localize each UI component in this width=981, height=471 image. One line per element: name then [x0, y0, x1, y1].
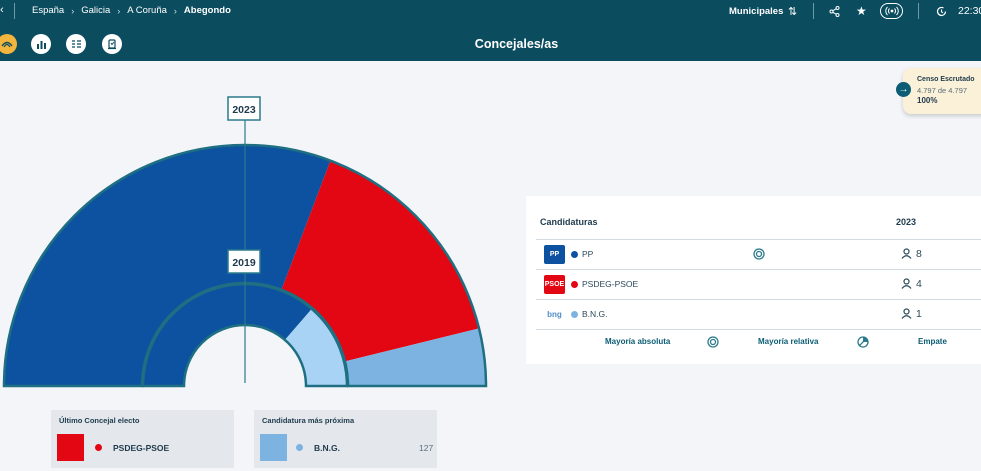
arrow-right-icon[interactable]: →: [896, 82, 911, 97]
year-header: 2023: [896, 217, 917, 227]
person-icon: [901, 308, 912, 319]
donut-outline: [141, 282, 349, 388]
map-icon[interactable]: [0, 34, 17, 54]
legend-tie: Empate: [918, 337, 947, 346]
party-name: B.N.G.: [582, 309, 608, 319]
candidates-panel: Candidaturas 2023 PP PP 8 PSOE PSDEG-PSO…: [526, 196, 981, 364]
absolute-majority-icon: [707, 336, 719, 348]
divider: [813, 3, 814, 19]
table-row[interactable]: bng B.N.G. 1: [526, 300, 981, 329]
nearest-candidate-card: Candidatura más próxima B.N.G. 127: [254, 410, 437, 468]
last-elected-card: Último Concejal electo PSDEG-PSOE: [51, 410, 234, 468]
table-row[interactable]: PSOE PSDEG-PSOE 4: [526, 270, 981, 299]
breadcrumb-region[interactable]: Galicia: [81, 5, 111, 16]
divider: [536, 329, 981, 330]
person-icon: [901, 248, 912, 259]
legend-relative-majority: Mayoría relativa: [758, 337, 819, 346]
party-logo-psoe: PSOE: [544, 275, 565, 294]
slice-b-n-g-[interactable]: [284, 308, 347, 386]
party-color-dot: [95, 444, 102, 451]
bar-chart-icon[interactable]: [31, 34, 51, 54]
party-name: PSDEG-PSOE: [582, 279, 639, 289]
top-bar: ‹ España › Galicia › A Coruña › Abegondo…: [0, 0, 981, 22]
share-icon[interactable]: [829, 0, 840, 22]
party-swatch: [57, 434, 84, 461]
breadcrumb-country[interactable]: España: [32, 5, 65, 16]
page-title: Concejales/as: [474, 37, 559, 51]
party-swatch: [260, 434, 287, 461]
refresh-clock-icon[interactable]: [936, 0, 947, 22]
breadcrumb-current: Abegondo: [183, 5, 231, 16]
party-color-dot: [571, 281, 578, 288]
seat-count: 4: [916, 278, 922, 290]
nearest-candidate-title: Candidatura más próxima: [262, 416, 355, 425]
table-row[interactable]: PP PP 8: [526, 240, 981, 269]
seat-count: 1: [916, 308, 922, 320]
inner-half-donut-2019: [141, 282, 349, 388]
nearest-candidate-party: B.N.G.: [314, 443, 340, 453]
relative-majority-icon: [857, 336, 869, 348]
year-box-2019: [227, 249, 261, 274]
breadcrumb-province[interactable]: A Coruña: [127, 5, 167, 16]
slice-b-n-g-[interactable]: [345, 328, 486, 386]
divider: [14, 3, 15, 19]
divider: [536, 269, 981, 270]
census-tooltip: → Censo Escrutado 4.797 de 4.797 100%: [896, 68, 981, 114]
party-name: PP: [582, 249, 594, 259]
party-logo-text: PP: [549, 251, 560, 258]
party-logo-bng: bng: [544, 305, 565, 324]
census-detail: 4.797 de 4.797: [917, 86, 968, 95]
divider: [536, 299, 981, 300]
last-elected-title: Último Concejal electo: [59, 416, 140, 425]
election-type-label[interactable]: Municipales: [729, 5, 784, 17]
party-color-dot: [571, 251, 578, 258]
candidates-header: Candidaturas: [540, 217, 598, 227]
seats-chart: 2023 2019: [2, 96, 488, 388]
census-title: Censo Escrutado: [917, 76, 975, 83]
seat-count: 8: [916, 248, 922, 260]
slice-pp[interactable]: [143, 283, 312, 386]
absolute-majority-icon: [753, 248, 765, 260]
chevron-right-icon: ›: [117, 5, 121, 16]
year-label-2019: 2019: [232, 257, 256, 269]
live-broadcast-icon[interactable]: [880, 3, 903, 19]
person-icon: [901, 278, 912, 289]
census-percent: 100%: [917, 96, 938, 105]
chevron-right-icon: ›: [71, 5, 75, 16]
legend-absolute-majority: Mayoría absoluta: [605, 337, 671, 346]
ballot-icon[interactable]: [102, 34, 122, 54]
back-icon[interactable]: ‹: [0, 4, 4, 16]
star-icon[interactable]: ★: [856, 4, 867, 18]
party-logo-text: PSOE: [544, 281, 565, 288]
year-label-2023: 2023: [232, 104, 256, 116]
update-time: 22:30: [958, 5, 981, 17]
last-elected-party: PSDEG-PSOE: [113, 443, 170, 453]
breadcrumb: España › Galicia › A Coruña › Abegondo: [32, 5, 231, 16]
year-box-2023: [227, 96, 261, 121]
list-icon[interactable]: [66, 34, 86, 54]
party-logo-text: bng: [547, 310, 562, 319]
divider: [918, 3, 919, 19]
chevron-right-icon: ›: [173, 5, 177, 16]
sort-icon[interactable]: ⇅: [788, 5, 798, 18]
section-header: [0, 22, 981, 61]
party-logo-pp: PP: [544, 245, 565, 264]
nearest-candidate-votes: 127: [419, 443, 434, 453]
slice-psdeg-psoe[interactable]: [281, 160, 479, 362]
divider: [536, 239, 981, 240]
party-color-dot: [571, 311, 578, 318]
party-color-dot: [296, 444, 303, 451]
